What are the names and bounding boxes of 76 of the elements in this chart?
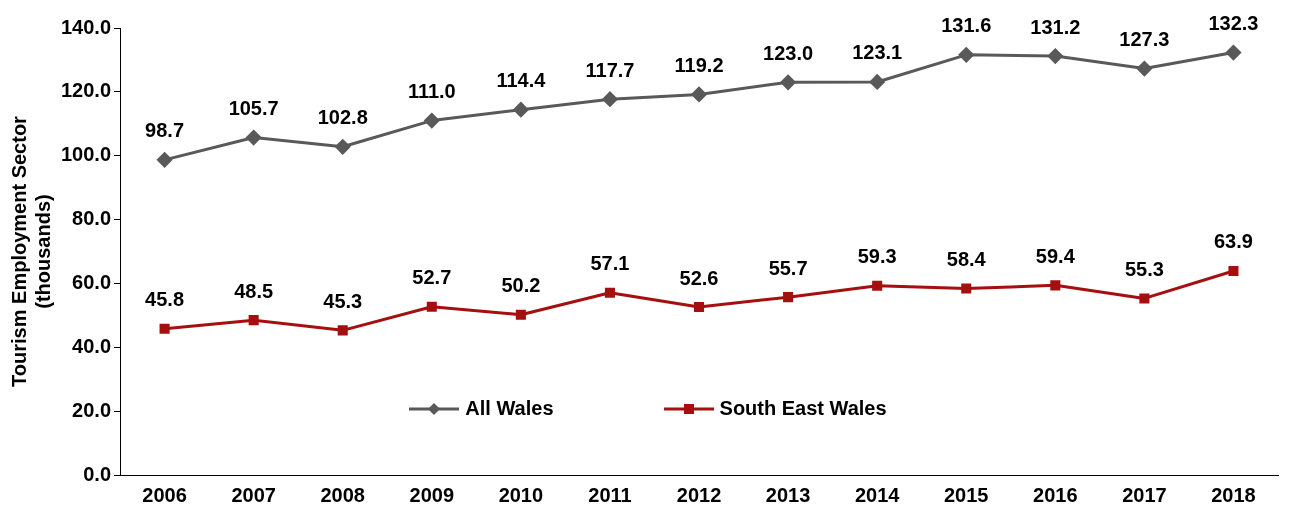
data-label: 59.3 (857, 245, 897, 268)
x-tick-label: 2009 (409, 483, 455, 506)
data-label: 102.8 (317, 106, 368, 129)
x-tick-label: 2010 (498, 483, 544, 506)
y-tick-label: 0.0 (83, 462, 112, 485)
data-label: 52.7 (412, 266, 452, 289)
point (961, 283, 972, 294)
point (515, 309, 526, 320)
x-tick-label: 2017 (1122, 483, 1167, 506)
point (691, 86, 707, 102)
data-label: 59.4 (1035, 244, 1076, 267)
x-tick-label: 2006 (142, 483, 187, 506)
y-axis-title: Tourism Employment Sector (thousands) (7, 115, 54, 387)
point (869, 74, 885, 90)
point (602, 91, 618, 107)
data-label: 48.5 (234, 279, 274, 302)
data-label: 131.6 (941, 14, 992, 37)
data-label: 132.3 (1208, 12, 1259, 35)
y-tick-label: 80.0 (72, 207, 112, 230)
point (513, 102, 529, 118)
point (872, 280, 883, 291)
data-label: 55.7 (768, 256, 808, 279)
point (157, 152, 173, 168)
x-tick-label: 2016 (1033, 483, 1078, 506)
data-label: 57.1 (590, 252, 630, 275)
y-tick-label: 60.0 (72, 270, 112, 293)
x-tick-label: 2018 (1211, 483, 1256, 506)
x-tick-label: 2011 (588, 483, 632, 506)
x-tick-label: 2008 (320, 483, 365, 506)
data-label: 111.0 (407, 80, 456, 103)
data-label: 131.2 (1030, 15, 1081, 38)
point (958, 47, 974, 63)
x-tick-label: 2013 (765, 483, 811, 506)
point (780, 74, 796, 90)
point (604, 287, 615, 298)
y-tick-label: 140.0 (60, 15, 112, 38)
data-label: 52.6 (679, 266, 719, 289)
point (1050, 280, 1061, 291)
data-label: 55.3 (1124, 257, 1164, 280)
y-tick-label: 100.0 (60, 143, 112, 166)
point (783, 292, 794, 303)
data-label: 50.2 (501, 274, 541, 297)
point (246, 130, 262, 146)
data-label: 127.3 (1119, 28, 1170, 51)
point (1047, 48, 1063, 64)
data-label: 98.7 (145, 119, 185, 142)
data-label: 63.9 (1213, 230, 1253, 253)
y-tick-label: 120.0 (60, 79, 112, 102)
point (1139, 293, 1150, 304)
x-tick-label: 2007 (231, 483, 276, 506)
point (159, 323, 170, 334)
x-tick-label: 2012 (676, 483, 722, 506)
x-tick-label: 2015 (943, 483, 989, 506)
point (1136, 61, 1152, 77)
data-label: 105.7 (228, 97, 279, 120)
point (335, 139, 351, 155)
point (424, 113, 440, 129)
data-label: 119.2 (674, 53, 724, 76)
x-tick-label: 2014 (854, 483, 901, 506)
legend-label: All Wales (465, 397, 554, 420)
point (1228, 265, 1239, 277)
legend-label: South East Wales (719, 397, 887, 420)
data-label: 45.8 (145, 288, 185, 311)
y-tick-label: 40.0 (72, 334, 112, 357)
data-label: 45.3 (323, 289, 363, 312)
data-label: 58.4 (946, 248, 987, 271)
point (1225, 45, 1241, 61)
data-label: 117.7 (585, 58, 635, 81)
point (337, 325, 348, 336)
point (693, 302, 705, 313)
data-label: 123.1 (852, 41, 903, 64)
data-label: 123.0 (763, 41, 814, 64)
y-tick-label: 20.0 (72, 398, 112, 421)
point (248, 315, 259, 326)
data-label: 114.4 (496, 69, 547, 92)
point (426, 301, 437, 312)
